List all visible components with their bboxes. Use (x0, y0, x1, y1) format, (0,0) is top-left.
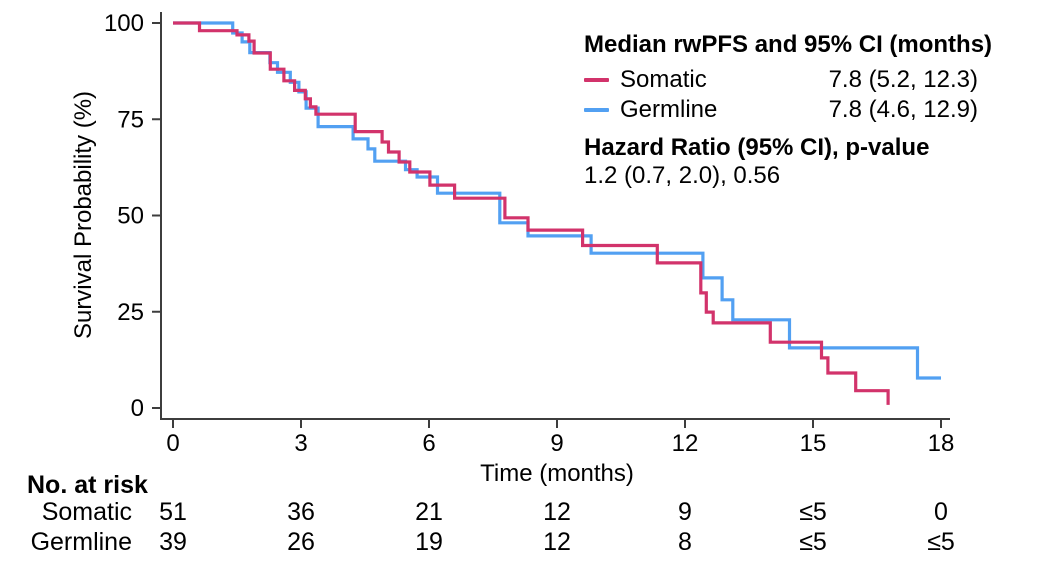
risk-value: 12 (543, 498, 571, 526)
x-axis-title: Time (months) (480, 460, 634, 487)
legend-row-germline: Germline 7.8 (4.6, 12.9) (584, 95, 978, 125)
risk-value: 0 (934, 498, 948, 526)
risk-value: 51 (159, 498, 187, 526)
risk-value: 9 (678, 498, 692, 526)
risk-value: ≤5 (927, 528, 955, 556)
risk-value: 36 (287, 498, 315, 526)
risk-value: ≤5 (799, 498, 827, 526)
legend: Median rwPFS and 95% CI (months) Somatic… (584, 31, 993, 190)
legend-value-somatic: 7.8 (5.2, 12.3) (828, 66, 978, 93)
somatic-swatch (584, 78, 609, 82)
y-axis-title: Survival Probability (%) (70, 90, 97, 340)
risk-value: 26 (287, 528, 315, 556)
legend-row-somatic: Somatic 7.8 (5.2, 12.3) (584, 65, 978, 95)
legend-label-germline: Germline (620, 96, 718, 123)
risk-value: ≤5 (799, 528, 827, 556)
y-tick-label: 50 (117, 203, 144, 230)
risk-value: 21 (415, 498, 443, 526)
y-tick-label: 100 (104, 10, 144, 37)
x-tick-label: 18 (928, 430, 955, 457)
legend-label-somatic: Somatic (620, 66, 707, 93)
axes-frame (160, 12, 950, 420)
legend-title: Median rwPFS and 95% CI (months) (584, 31, 993, 58)
risk-row-label-somatic: Somatic (41, 498, 132, 526)
x-tick-label: 3 (294, 430, 307, 457)
hazard-ratio-value: 1.2 (0.7, 2.0), 0.56 (584, 162, 781, 189)
x-tick-label: 12 (672, 430, 699, 457)
y-tick-label: 0 (131, 395, 144, 422)
x-tick-label: 15 (800, 430, 827, 457)
risk-row-label-germline: Germline (30, 528, 132, 556)
risk-table-title: No. at risk (27, 471, 148, 499)
risk-value: 19 (415, 528, 443, 556)
somatic-curve (173, 21, 890, 405)
y-tick-label: 75 (117, 106, 144, 133)
x-tick-label: 9 (550, 430, 563, 457)
risk-value: 39 (159, 528, 187, 556)
hazard-ratio-title: Hazard Ratio (95% CI), p-value (584, 134, 930, 161)
x-tick-label: 6 (422, 430, 435, 457)
risk-value: 12 (543, 528, 571, 556)
germline-swatch (584, 108, 609, 112)
risk-value: 8 (678, 528, 692, 556)
x-tick-label: 0 (166, 430, 179, 457)
y-tick-label: 25 (117, 299, 144, 326)
legend-value-germline: 7.8 (4.6, 12.9) (828, 96, 978, 123)
